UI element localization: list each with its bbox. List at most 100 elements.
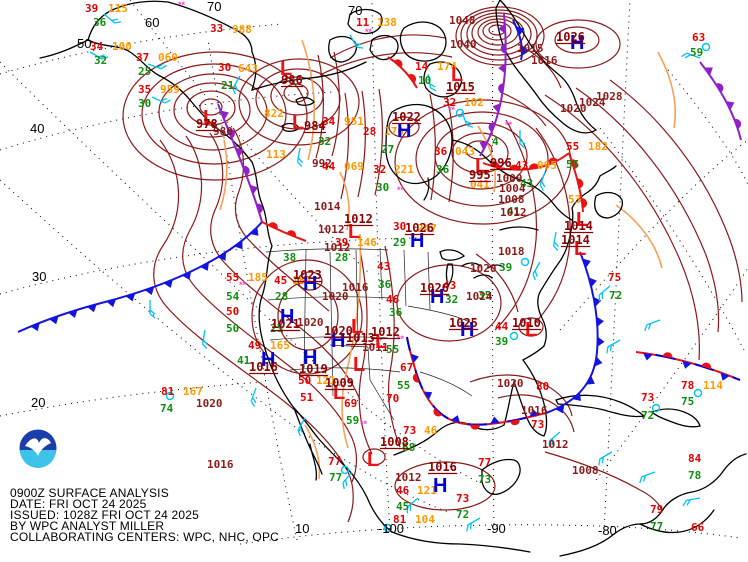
isobar-value-label: 1000 <box>496 172 523 185</box>
isobar-value-label: 1016 <box>531 54 558 67</box>
center-pressure-value: 986 <box>281 73 303 87</box>
station-dewpoint: 27 <box>381 143 394 156</box>
coastline-layer <box>39 0 747 557</box>
coastline <box>423 177 430 201</box>
isobar <box>331 51 341 157</box>
low-center-letter: L <box>203 107 215 129</box>
latlon-label: 70 <box>348 3 362 18</box>
wind-barb-icon <box>682 497 701 507</box>
coastline <box>555 394 646 418</box>
station-pressure: 988 <box>232 23 252 36</box>
isobar <box>315 54 325 159</box>
front-triangle-pip <box>200 262 209 271</box>
station-temperature: 30 <box>218 61 231 74</box>
front-triangle-pip <box>498 63 506 74</box>
graticule-line <box>129 0 369 273</box>
trough-line <box>341 233 362 449</box>
station-temperature: 81 <box>393 513 407 526</box>
front-semicircle-pip <box>581 198 588 209</box>
isobar <box>283 83 309 103</box>
isobar-value-label: 1024 <box>466 290 493 303</box>
station-temperature: 55 <box>226 271 239 284</box>
front-triangle-pip <box>450 415 461 424</box>
center-pressure-value: 995 <box>469 168 491 182</box>
occluded-front <box>699 61 742 141</box>
center-pressure-value: 1014 <box>561 233 590 247</box>
isobar <box>357 90 367 198</box>
wind-barb-icon <box>296 147 303 168</box>
isobar <box>518 317 544 337</box>
warm-front <box>568 152 588 213</box>
low-center-letter: L <box>475 155 487 177</box>
center-pressure-value: 1009 <box>325 376 354 390</box>
front-triangle-pip <box>596 316 604 327</box>
station-dewpoint: 28 <box>275 290 288 303</box>
station-temperature: 46 <box>396 484 410 497</box>
isobar-value-label: 1024 <box>579 96 606 109</box>
wx-symbol-icon: ** <box>239 280 247 290</box>
isobar-value-label: 1014 <box>314 200 341 213</box>
stationary-front <box>635 351 741 381</box>
front-semicircle-pip <box>734 118 742 129</box>
low-center-letter: L <box>451 64 463 86</box>
center-pressure-value: 1012 <box>371 325 400 339</box>
wind-barb-icon <box>151 96 171 104</box>
station-temperature: 73 <box>403 424 416 437</box>
wind-barb-icon <box>250 387 257 407</box>
trough-line <box>301 39 316 161</box>
station-circle-icon <box>455 108 465 118</box>
isobar <box>209 132 361 401</box>
station-temperature: 33 <box>210 22 223 35</box>
station-dewpoint: 10 <box>418 74 431 87</box>
isobar-value-label: 992 <box>312 157 332 170</box>
state-border <box>269 336 389 341</box>
front-triangle-pip <box>586 375 595 385</box>
wind-barb-icon <box>539 171 546 191</box>
isobar <box>362 448 386 466</box>
front-triangle-pip <box>642 352 653 361</box>
front-triangle-pip <box>182 271 192 280</box>
isobar <box>340 92 350 200</box>
wind-barb-icon <box>149 300 156 319</box>
front-semicircle-pip <box>256 203 263 214</box>
station-temperature: 77 <box>478 456 491 469</box>
title-line-1: 0900Z SURFACE ANALYSIS <box>10 486 169 500</box>
front-semicircle-pip <box>529 163 540 170</box>
wx-symbol-icon: ** <box>397 334 405 344</box>
front-semicircle-pip <box>242 165 250 176</box>
cold-front <box>545 251 605 414</box>
wind-barb-icon <box>201 329 208 350</box>
front-triangle-pip <box>597 336 605 347</box>
wind-barb-icon <box>639 471 656 484</box>
latlon-label: 40 <box>30 121 44 136</box>
wind-barb-icon <box>532 261 541 281</box>
front-triangle-pip <box>220 110 229 120</box>
isobar <box>446 96 454 203</box>
trough-line <box>615 204 663 269</box>
front-triangle-pip <box>521 45 529 56</box>
station-temperature: 14 <box>415 60 429 73</box>
station-dewpoint: 73 <box>478 473 491 486</box>
center-pressure-value: 1013 <box>346 331 375 345</box>
station-dewpoint: 36 <box>378 278 392 291</box>
wind-barbs-layer: ** ** ** ** ** ** ** ** <box>89 0 711 533</box>
front-triangle-pip <box>704 67 713 76</box>
station-pressure: 043 <box>455 145 475 158</box>
station-dewpoint: 30 <box>138 97 151 110</box>
cold-front <box>512 19 529 61</box>
center-pressure-value: 1019 <box>299 362 328 376</box>
station-dewpoint: 55 <box>397 379 410 392</box>
station-temperature: 73 <box>531 418 544 431</box>
isobar-value-label: 1008 <box>572 464 599 477</box>
front-triangle-pip <box>588 277 597 288</box>
station-temperature: 44 <box>322 160 336 173</box>
wind-barb-icon <box>103 13 122 24</box>
isobar <box>429 93 436 201</box>
high-center-letter: H <box>410 230 424 252</box>
low-center-letter: L <box>292 112 304 134</box>
graticule-line <box>0 61 479 483</box>
front-triangle-pip <box>30 322 40 332</box>
station-circle-icon <box>693 388 703 398</box>
